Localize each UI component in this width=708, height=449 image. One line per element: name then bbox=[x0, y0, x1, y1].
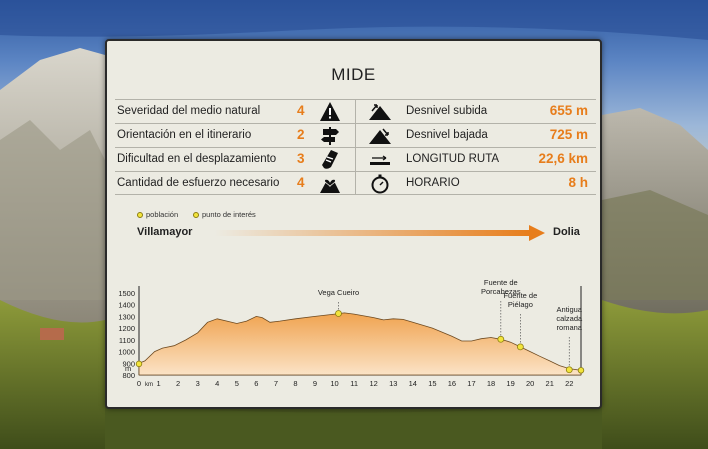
route-label: Desnivel subida bbox=[406, 105, 488, 117]
mide-label: Cantidad de esfuerzo necesario bbox=[117, 177, 280, 189]
descent-icon bbox=[369, 128, 391, 144]
stopwatch-icon bbox=[371, 174, 389, 194]
route-label: HORARIO bbox=[406, 177, 460, 189]
y-axis-unit: m bbox=[125, 364, 131, 373]
ascent-icon bbox=[369, 104, 391, 120]
x-tick-label: 15 bbox=[428, 379, 436, 388]
route-info-card: MIDE Severidad del medio natural 4 Orien… bbox=[105, 39, 602, 409]
y-tick-label: 1100 bbox=[119, 336, 135, 345]
start-town: Villamayor bbox=[137, 226, 193, 238]
x-tick-label: 14 bbox=[409, 379, 417, 388]
warning-icon bbox=[320, 102, 340, 121]
y-tick-label: 1000 bbox=[118, 348, 135, 357]
route-label: Desnivel bajada bbox=[406, 129, 488, 141]
x-tick-label: 20 bbox=[526, 379, 534, 388]
town-marker bbox=[577, 367, 585, 374]
y-tick-label: 1500 bbox=[118, 289, 135, 298]
mide-value: 3 bbox=[297, 151, 305, 166]
x-tick-label: 9 bbox=[313, 379, 317, 388]
x-tick-label: 18 bbox=[487, 379, 495, 388]
x-tick-label: 10 bbox=[330, 379, 338, 388]
poi-marker bbox=[497, 335, 505, 343]
mide-value: 4 bbox=[297, 175, 305, 190]
x-tick-label: 16 bbox=[448, 379, 456, 388]
length-icon bbox=[370, 155, 390, 165]
boot-icon bbox=[322, 150, 338, 169]
town-marker bbox=[135, 360, 143, 368]
card-title: MIDE bbox=[331, 65, 376, 84]
separator bbox=[115, 194, 596, 195]
profile-area bbox=[138, 312, 582, 376]
signpost-icon bbox=[321, 127, 339, 145]
legend-town: población bbox=[137, 210, 178, 219]
legend-town-label: población bbox=[146, 210, 179, 219]
end-town: Dolia bbox=[553, 226, 580, 238]
mide-row-severity: Severidad del medio natural 4 bbox=[107, 100, 355, 123]
x-tick-label: 17 bbox=[467, 379, 475, 388]
mide-label: Orientación en el itinerario bbox=[117, 129, 252, 141]
route-value: 8 h bbox=[568, 175, 588, 190]
route-row-time: HORARIO 8 h bbox=[356, 172, 596, 195]
poi-marker bbox=[516, 343, 524, 351]
mide-value: 2 bbox=[297, 127, 305, 142]
town-marker-icon bbox=[137, 212, 143, 219]
x-tick-label: 6 bbox=[254, 379, 258, 388]
poi-label: Antigua calzada romana bbox=[556, 305, 583, 332]
y-tick-label: 1200 bbox=[118, 324, 135, 333]
poi-label: Fuente de Piélago bbox=[503, 291, 537, 309]
legend-poi: punto de interés bbox=[193, 210, 256, 219]
mide-row-difficulty: Dificultad en el desplazamiento 3 bbox=[107, 148, 355, 171]
x-tick-label: 21 bbox=[546, 379, 554, 388]
route-label: LONGITUD RUTA bbox=[406, 153, 500, 165]
direction-arrow-icon bbox=[215, 225, 545, 241]
x-tick-label: 8 bbox=[293, 379, 297, 388]
x-tick-label: 4 bbox=[215, 379, 219, 388]
x-tick-label: 0 bbox=[137, 379, 141, 388]
x-tick-label: 7 bbox=[274, 379, 278, 388]
mide-row-effort: Cantidad de esfuerzo necesario 4 bbox=[107, 172, 355, 195]
mide-row-orientation: Orientación en el itinerario 2 bbox=[107, 124, 355, 147]
mide-label: Severidad del medio natural bbox=[117, 105, 261, 117]
x-tick-label: 5 bbox=[235, 379, 239, 388]
effort-heart-icon bbox=[320, 178, 340, 193]
route-row-length: LONGITUD RUTA 22,6 km bbox=[356, 148, 596, 171]
x-tick-label: 2 bbox=[176, 379, 180, 388]
x-axis-unit: km bbox=[145, 382, 153, 388]
x-tick-label: 13 bbox=[389, 379, 397, 388]
y-tick-label: 1400 bbox=[118, 301, 135, 310]
poi-marker bbox=[565, 366, 573, 374]
poi-label: Vega Cueiro bbox=[318, 288, 359, 297]
poi-marker-icon bbox=[193, 212, 199, 219]
legend-poi-label: punto de interés bbox=[202, 210, 256, 219]
route-row-ascent: Desnivel subida 655 m bbox=[356, 100, 596, 123]
x-tick-label: 22 bbox=[565, 379, 573, 388]
mide-value: 4 bbox=[297, 103, 305, 118]
y-tick-label: 1300 bbox=[118, 312, 135, 321]
route-value: 22,6 km bbox=[538, 151, 588, 166]
mide-label: Dificultad en el desplazamiento bbox=[117, 153, 277, 165]
poi-label: Fuente de Porcabezas bbox=[481, 278, 521, 296]
x-tick-label: 19 bbox=[506, 379, 514, 388]
x-tick-label: 1 bbox=[156, 379, 160, 388]
route-value: 655 m bbox=[549, 103, 588, 118]
y-tick-label: 800 bbox=[122, 371, 135, 380]
poi-marker bbox=[335, 310, 342, 317]
y-tick-label: 900 bbox=[122, 359, 135, 368]
route-value: 725 m bbox=[549, 127, 588, 142]
column-divider bbox=[355, 99, 356, 194]
x-tick-label: 3 bbox=[196, 379, 200, 388]
x-tick-label: 11 bbox=[350, 379, 358, 388]
x-tick-label: 12 bbox=[370, 379, 378, 388]
route-row-descent: Desnivel bajada 725 m bbox=[356, 124, 596, 147]
